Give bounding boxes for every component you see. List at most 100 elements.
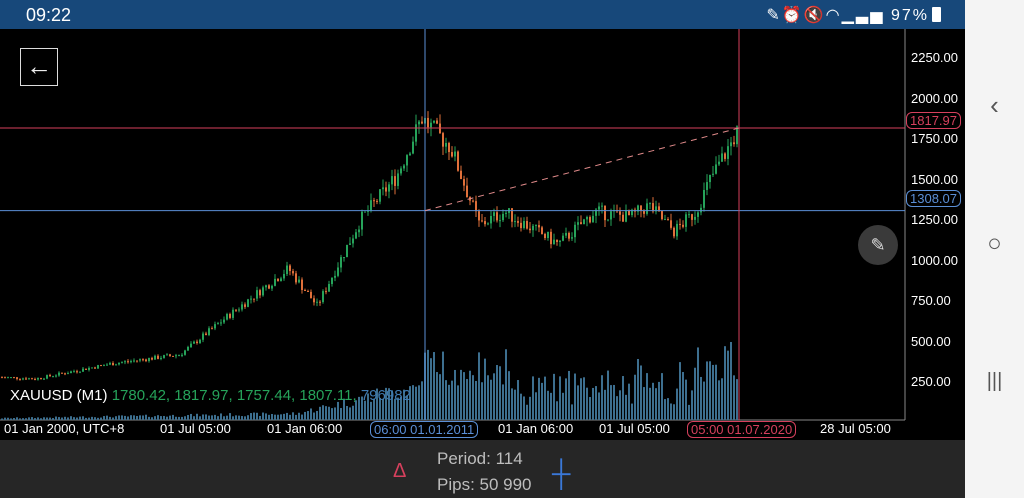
back-button[interactable]: ← [20,48,58,86]
candle [40,378,42,380]
volume-bar [520,393,522,420]
volume-bar [202,414,204,420]
volume-bar [40,418,42,420]
high-value: 1817.97, [174,387,233,404]
volume-bar [511,388,513,420]
volume-bar [19,418,21,420]
volume-bar [574,373,576,420]
volume-bar [730,341,732,420]
volume-bar [1,418,3,420]
volume-bar [610,385,612,420]
volume-bar [310,408,312,420]
volume-bar [370,401,372,420]
volume-bar [379,397,381,420]
candle [34,379,36,381]
price-label: 1000.00 [911,252,958,268]
candle [316,301,318,303]
edit-icon: ✎ [766,7,782,24]
candle [301,279,303,290]
candle [250,298,252,300]
candle [568,232,570,239]
volume-bar [670,403,672,420]
candle [178,355,180,357]
candle [166,354,168,356]
candle [499,220,501,222]
candle [619,211,621,215]
candle [520,222,522,229]
volume-bar [82,416,84,420]
volume-bar [274,414,276,420]
volume-bar [151,417,153,420]
volume-bar [691,390,693,420]
candle [97,365,99,369]
price-chart[interactable] [0,29,965,440]
candle [223,319,225,323]
candle [433,120,435,123]
candle [565,232,567,236]
volume-bar [193,416,195,420]
volume-bar [67,417,69,420]
candle [712,173,714,175]
volume-bar [682,372,684,420]
volume-bar [394,398,396,420]
volume-bar [61,417,63,420]
nav-back-button[interactable]: ‹ [990,90,999,120]
candle [289,265,291,272]
time-label: 01 Jul 05:00 [599,421,670,436]
volume-bar [559,376,561,420]
volume-bar [727,350,729,420]
candle [262,287,264,296]
volume-bar [7,417,9,420]
candle [196,341,198,343]
volume-bar [523,396,525,420]
volume-bar [181,416,183,420]
volume-bar [457,385,459,420]
volume-bar [115,416,117,420]
candle [673,227,675,237]
candle [502,213,504,221]
candle [331,277,333,285]
measure-panel: Δ Period: 114 Pips: 50 990 ┼ [0,440,965,498]
volume-bar [205,414,207,420]
edit-button[interactable]: ✎ [858,225,898,265]
volume-bar [25,418,27,420]
nav-home-button[interactable]: ○ [987,230,1002,257]
candle [10,377,12,379]
low-value: 1757.44, [236,387,296,404]
candle [205,333,207,336]
candle [364,211,366,213]
volume-bar [361,396,363,420]
nav-recents-button[interactable]: ||| [986,370,1003,392]
volume-bar [664,399,666,420]
candle [637,205,639,212]
candle [325,291,327,293]
volume-bar [295,414,297,420]
volume-bar [466,379,468,420]
volume-bar [451,380,453,420]
volume-bar [343,398,345,420]
delta-icon: Δ [393,460,407,482]
candle [589,216,591,223]
candle [280,278,282,282]
candle [298,279,300,283]
candle [76,371,78,373]
crosshair-button[interactable]: ┼ [552,458,571,488]
period-value: Period: 114 [437,449,523,468]
candle [106,364,108,366]
candle [412,141,414,154]
price-label: 2250.00 [911,50,958,65]
volume-bar [76,417,78,420]
candle [337,267,339,276]
volume-bar [463,372,465,420]
volume-bar [256,412,258,420]
candle [151,357,153,360]
candle [148,357,150,362]
volume-bar [703,381,705,420]
candle [247,299,249,307]
candle [370,200,372,211]
volume-bar [496,365,498,420]
candle [277,278,279,282]
status-bar: 09:22 ✎⏰🔇◠▁▃▅ 97% [0,0,965,29]
volume-bar [43,417,45,420]
chart-canvas[interactable] [0,29,965,440]
